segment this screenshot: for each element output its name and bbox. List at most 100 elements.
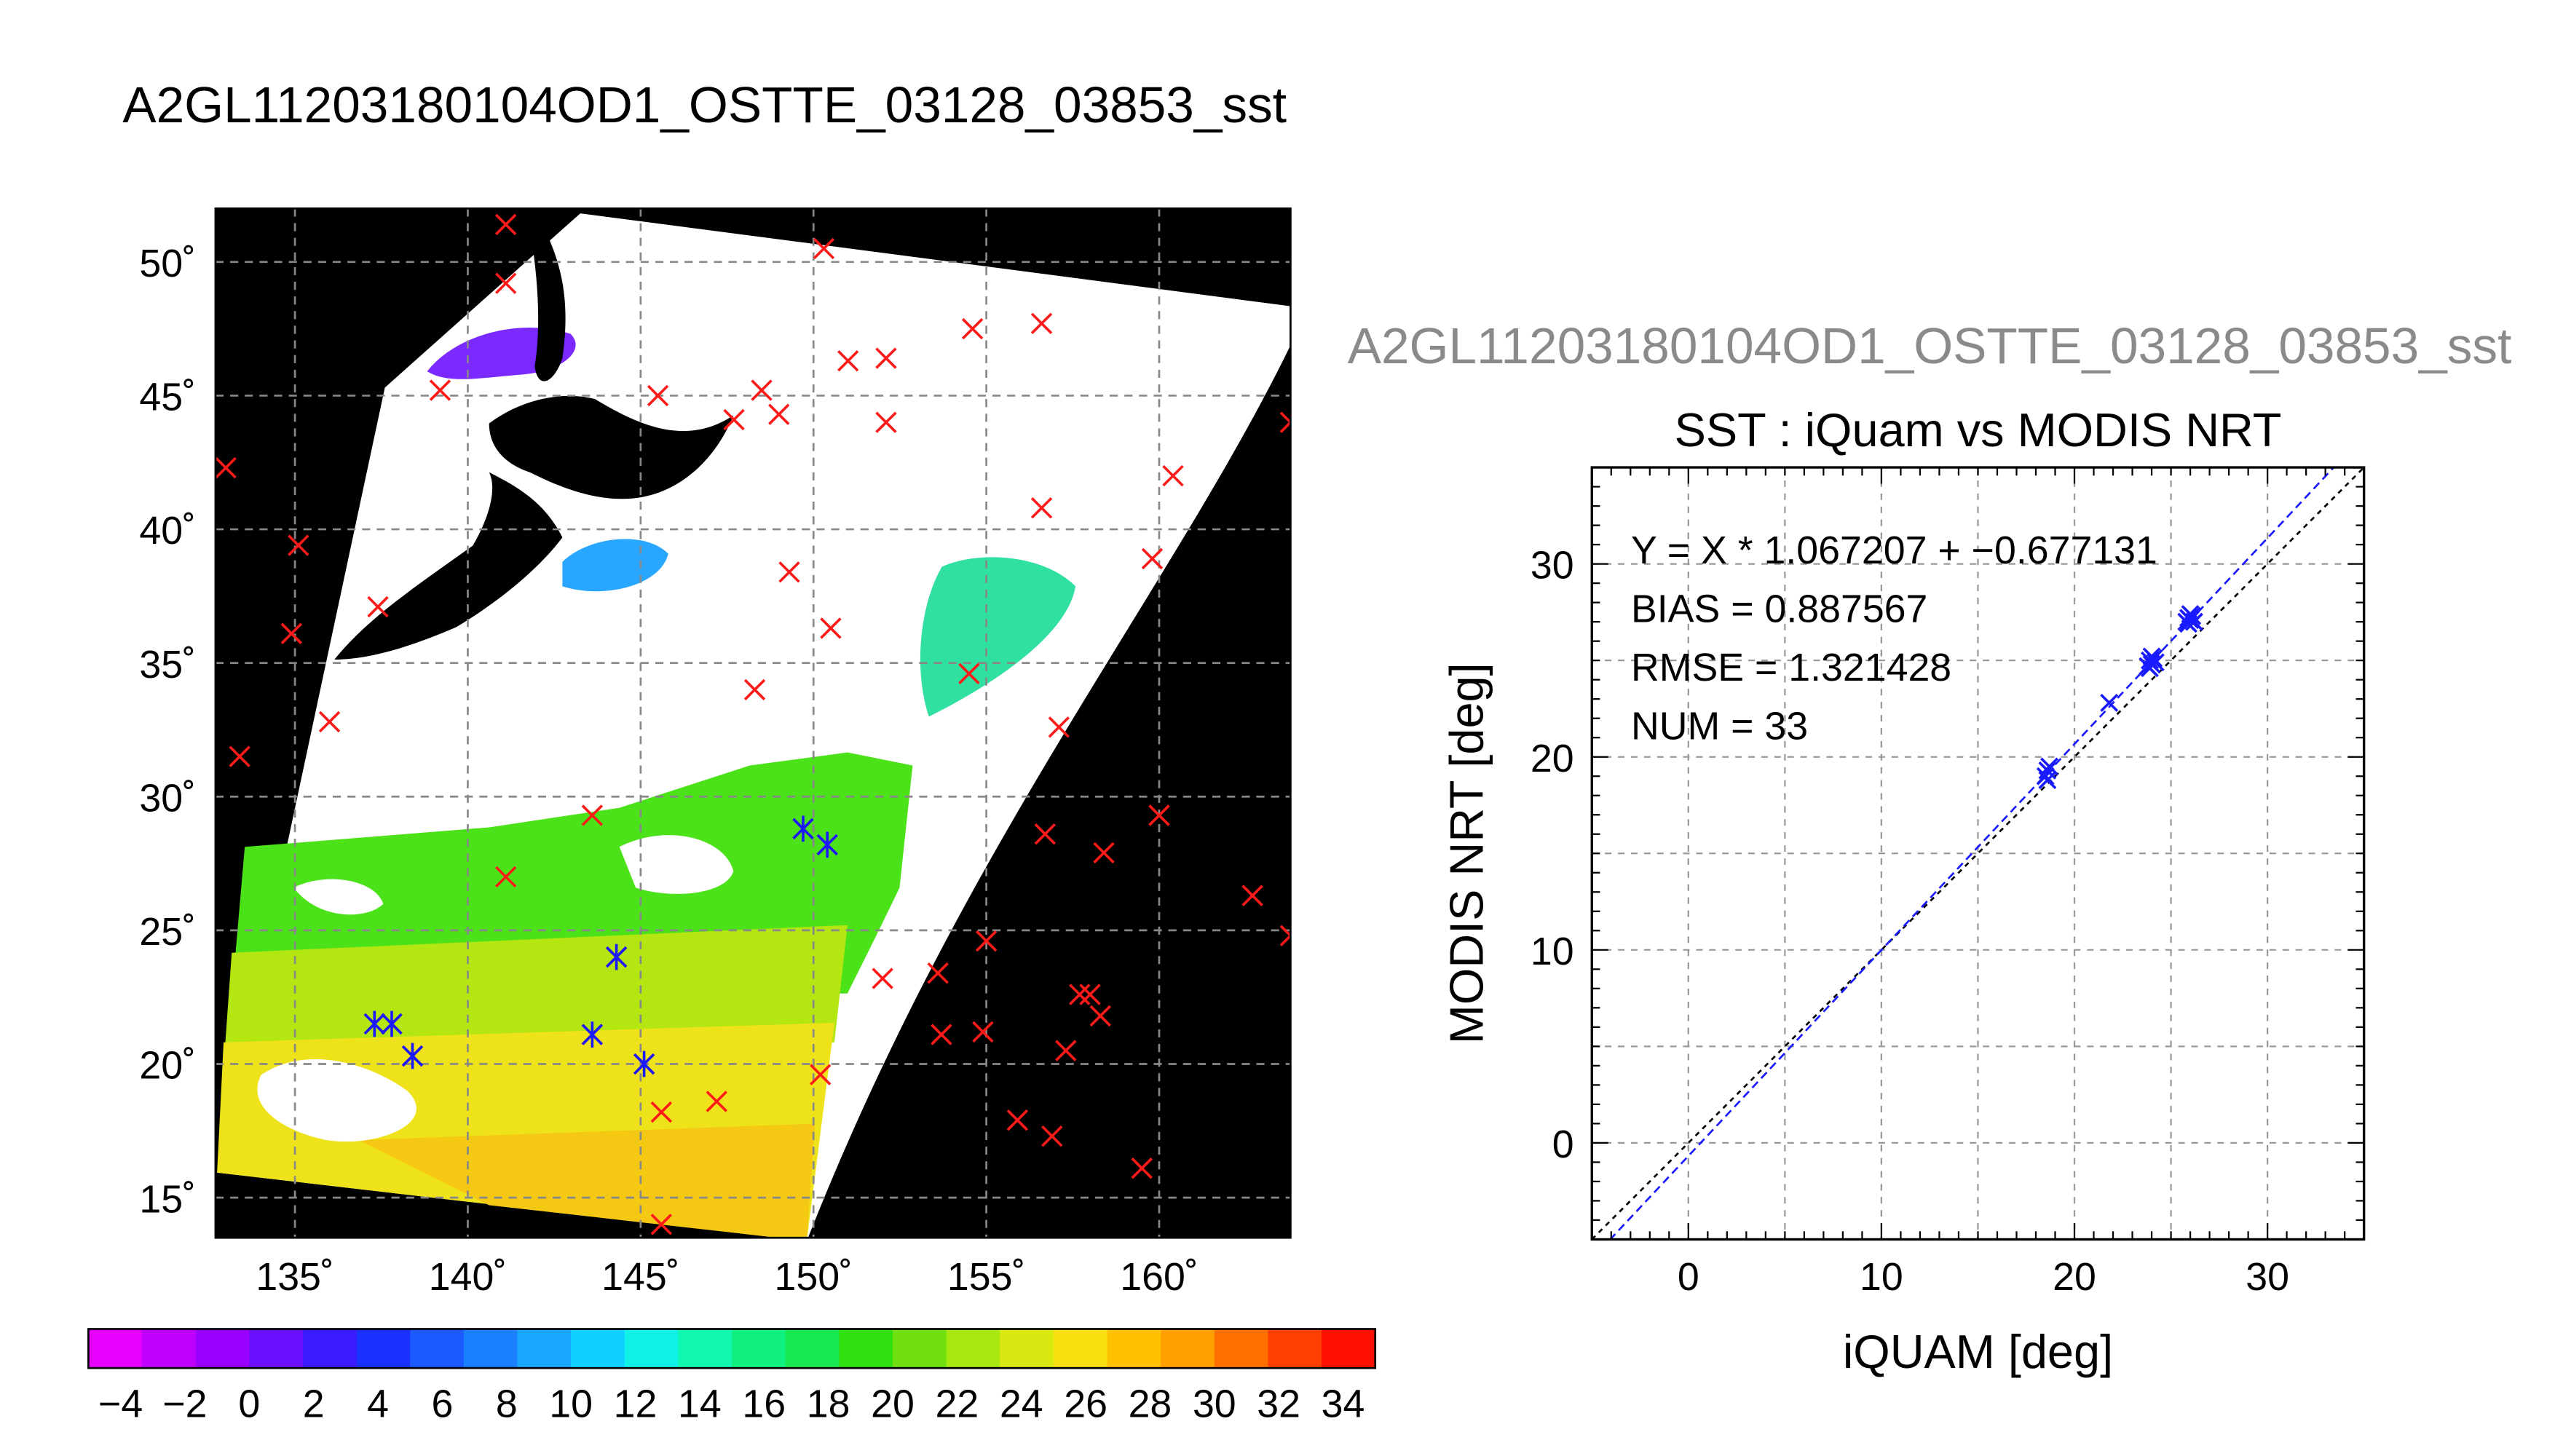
- colorbar-tick-label: 16: [742, 1382, 786, 1425]
- colorbar-tick-label: 20: [871, 1382, 915, 1425]
- matchup-marker: [931, 1024, 952, 1045]
- colorbar-tick-label: 14: [678, 1382, 722, 1425]
- matchup-marker: [958, 662, 980, 685]
- matchup-marker: [820, 617, 842, 639]
- sst-map: 50˚ 45˚ 40˚ 35˚ 30˚ 25˚ 20˚ 15˚ 135˚ 140˚ 145˚ 150…: [139, 207, 1292, 1299]
- scatter-header: A2GL11203180104OD1_OSTTE_03128_03853_sst: [1348, 317, 2512, 374]
- matchup-marker: [1241, 885, 1263, 906]
- colorbar-tick-label: −2: [162, 1382, 207, 1425]
- y-tick-label: 30: [1531, 544, 1574, 587]
- cloud-patch: [619, 835, 734, 894]
- colorbar-tick-label: 26: [1064, 1382, 1107, 1425]
- x-tick-label: 20: [2053, 1255, 2096, 1299]
- cloud-patch: [257, 1059, 416, 1142]
- colorbar-swatch: [463, 1329, 518, 1369]
- map-frame: [214, 207, 1292, 1239]
- matchup-marker: [215, 456, 237, 479]
- matchup-marker: [778, 561, 800, 583]
- colorbar-tick-label: 18: [807, 1382, 850, 1425]
- latitude-label: 25˚: [139, 910, 196, 954]
- matchup-marker: [1089, 1005, 1111, 1027]
- used-matchup-marker: [363, 1013, 385, 1035]
- matchup-marker: [706, 1091, 727, 1112]
- matchup-marker: [288, 534, 309, 556]
- x-tick-labels: 0 10 20 30: [1678, 1255, 2289, 1299]
- matchup-marker: [318, 711, 341, 733]
- colorbar-swatch: [785, 1329, 840, 1369]
- colorbar-tick-label: 28: [1129, 1382, 1172, 1425]
- colorbar-tick-label: 0: [238, 1382, 260, 1425]
- colorbar-swatch: [356, 1329, 411, 1369]
- matchup-marker: [975, 930, 998, 952]
- longitude-label: 160˚: [1120, 1255, 1198, 1299]
- matchup-marker: [229, 745, 250, 767]
- colorbar-tick-label: 24: [1000, 1382, 1043, 1425]
- matchup-marker: [1279, 411, 1291, 433]
- colorbar-swatch: [195, 1329, 250, 1369]
- matchup-marker: [1030, 312, 1053, 334]
- matchup-marker: [1148, 804, 1170, 826]
- matchup-marker: [768, 403, 790, 425]
- latitude-label: 45˚: [139, 376, 196, 419]
- used-matchup-marker: [816, 834, 838, 856]
- colorbar-swatch: [410, 1329, 465, 1369]
- stats-annotation: Y = X * 1.067207 + −0.677131: [1631, 529, 2157, 572]
- used-matchup-marker: [792, 818, 814, 840]
- y-tick-labels: 0 10 20 30: [1531, 544, 1574, 1166]
- longitude-label: 145˚: [601, 1255, 679, 1299]
- colorbar-frame: [87, 1328, 1377, 1369]
- regression-line: [1608, 467, 2335, 1240]
- longitude-labels: 135˚ 140˚ 145˚ 150˚ 155˚ 160˚: [256, 1255, 1198, 1299]
- matchup-marker: [875, 347, 897, 369]
- scatter-point: [2036, 767, 2055, 786]
- matchup-marker: [1030, 496, 1053, 519]
- colorbar-swatch: [142, 1329, 197, 1369]
- used-matchup-marker: [633, 1053, 655, 1075]
- colorbar-swatch: [678, 1329, 733, 1369]
- matchup-marker: [280, 622, 303, 644]
- colorbar-tick-label: 22: [935, 1382, 979, 1425]
- matchup-marker: [1034, 823, 1057, 845]
- colorbar: −4 −2 0 2 4 6 8 10 12 14 16 18 20 22 24 26 28 30 32 34: [87, 1328, 1377, 1425]
- scatter-point: [2181, 605, 2200, 623]
- scatter-point: [2038, 771, 2057, 789]
- colorbar-tick-label: −4: [98, 1382, 143, 1425]
- matchup-marker: [1131, 1158, 1153, 1179]
- x-axis-label: iQUAM [deg]: [1843, 1325, 2113, 1378]
- land-hokkaido: [489, 395, 734, 499]
- matchup-marker: [927, 962, 949, 984]
- longitude-label: 135˚: [256, 1255, 333, 1299]
- land-honshu: [334, 472, 563, 660]
- used-matchup-marker: [605, 946, 628, 968]
- latitude-labels: 50˚ 45˚ 40˚ 35˚ 30˚ 25˚ 20˚ 15˚: [139, 242, 196, 1221]
- matchup-marker: [1006, 1109, 1029, 1131]
- scatter-points: [2036, 605, 2203, 789]
- one-to-one-line: [1592, 467, 2364, 1240]
- colorbar-swatch: [892, 1329, 947, 1369]
- x-tick-label: 0: [1678, 1255, 1699, 1299]
- colorbar-swatch: [302, 1329, 358, 1369]
- scatter-panel: A2GL11203180104OD1_OSTTE_03128_03853_sst…: [1348, 317, 2512, 1378]
- colorbar-tick-label: 2: [303, 1382, 325, 1425]
- latitude-label: 50˚: [139, 242, 196, 285]
- used-matchup-marker: [381, 1013, 403, 1035]
- matchup-marker: [647, 384, 669, 407]
- latitude-label: 40˚: [139, 509, 196, 553]
- colorbar-swatch: [1000, 1329, 1055, 1369]
- colorbar-swatch: [571, 1329, 625, 1369]
- colorbar-swatch: [1161, 1329, 1215, 1369]
- longitude-label: 150˚: [774, 1255, 852, 1299]
- matchup-marker: [872, 968, 893, 989]
- matchup-marker: [961, 317, 984, 340]
- matchup-marker: [810, 1064, 832, 1085]
- matchup-marker: [723, 408, 745, 431]
- matchup-marker: [751, 379, 773, 401]
- colorbar-tick-label: 32: [1257, 1382, 1300, 1425]
- matchup-marker: [367, 596, 389, 618]
- scatter-point: [2140, 651, 2159, 670]
- colorbar-tick-label: 6: [431, 1382, 453, 1425]
- colorbar-tick-label: 12: [614, 1382, 657, 1425]
- scatter-point: [2142, 647, 2161, 666]
- x-tick-label: 30: [2246, 1255, 2289, 1299]
